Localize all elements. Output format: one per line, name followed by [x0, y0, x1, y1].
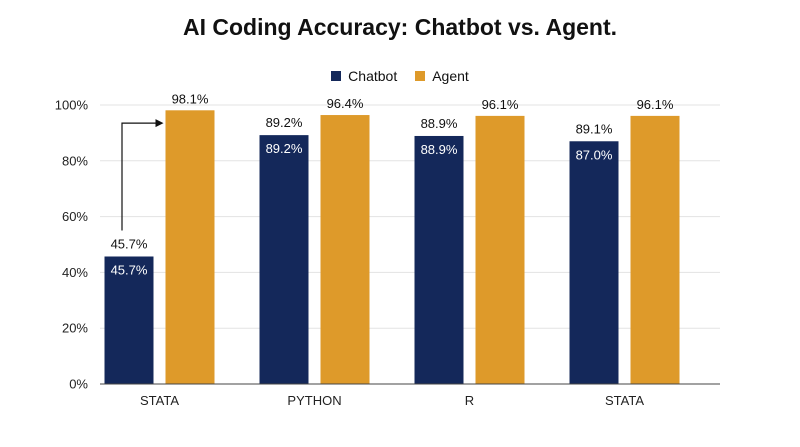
legend-label-chatbot: Chatbot [348, 68, 398, 84]
data-label-chatbot: 89.1% [576, 121, 613, 136]
data-label-chatbot-inside: 87.0% [576, 147, 613, 162]
data-label-chatbot: 89.2% [266, 115, 303, 130]
bar-agent [630, 115, 680, 385]
bar-chatbot [259, 135, 309, 384]
data-label-chatbot: 45.7% [111, 236, 148, 251]
y-tick-label: 40% [62, 265, 88, 280]
bar-agent [165, 110, 215, 385]
bar-chatbot [414, 135, 464, 384]
y-tick-label: 0% [69, 377, 88, 392]
legend-label-agent: Agent [432, 68, 469, 84]
data-label-chatbot: 88.9% [421, 116, 458, 131]
data-label-chatbot-inside: 89.2% [266, 141, 303, 156]
bar-chatbot [569, 141, 619, 384]
annotation-arrow-head [155, 119, 164, 128]
data-label-agent: 96.1% [482, 97, 519, 112]
bar-chatbot [104, 256, 154, 384]
annotation-arrow-line [121, 122, 158, 231]
x-category-label: R [465, 393, 474, 408]
y-tick-label: 100% [55, 98, 89, 113]
data-label-chatbot-inside: 45.7% [111, 262, 148, 277]
data-label-chatbot-inside: 88.9% [421, 142, 458, 157]
legend: Chatbot Agent [0, 68, 800, 84]
data-label-agent: 98.1% [172, 91, 209, 106]
chart-title: AI Coding Accuracy: Chatbot vs. Agent. [182, 14, 618, 40]
x-category-label: PYTHON [287, 393, 341, 408]
bar-agent [320, 115, 370, 384]
y-tick-label: 60% [62, 209, 88, 224]
bar-agent [475, 115, 525, 385]
legend-item-chatbot: Chatbot [331, 68, 397, 84]
legend-swatch-agent [415, 71, 426, 81]
legend-swatch-chatbot [331, 71, 342, 81]
x-category-label: STATA [140, 393, 179, 408]
y-tick-label: 20% [62, 321, 88, 336]
x-category-label: STATA [605, 393, 644, 408]
y-tick-label: 80% [62, 153, 88, 168]
data-label-agent: 96.1% [637, 97, 674, 112]
legend-item-agent: Agent [415, 68, 469, 84]
data-label-agent: 96.4% [327, 96, 364, 111]
